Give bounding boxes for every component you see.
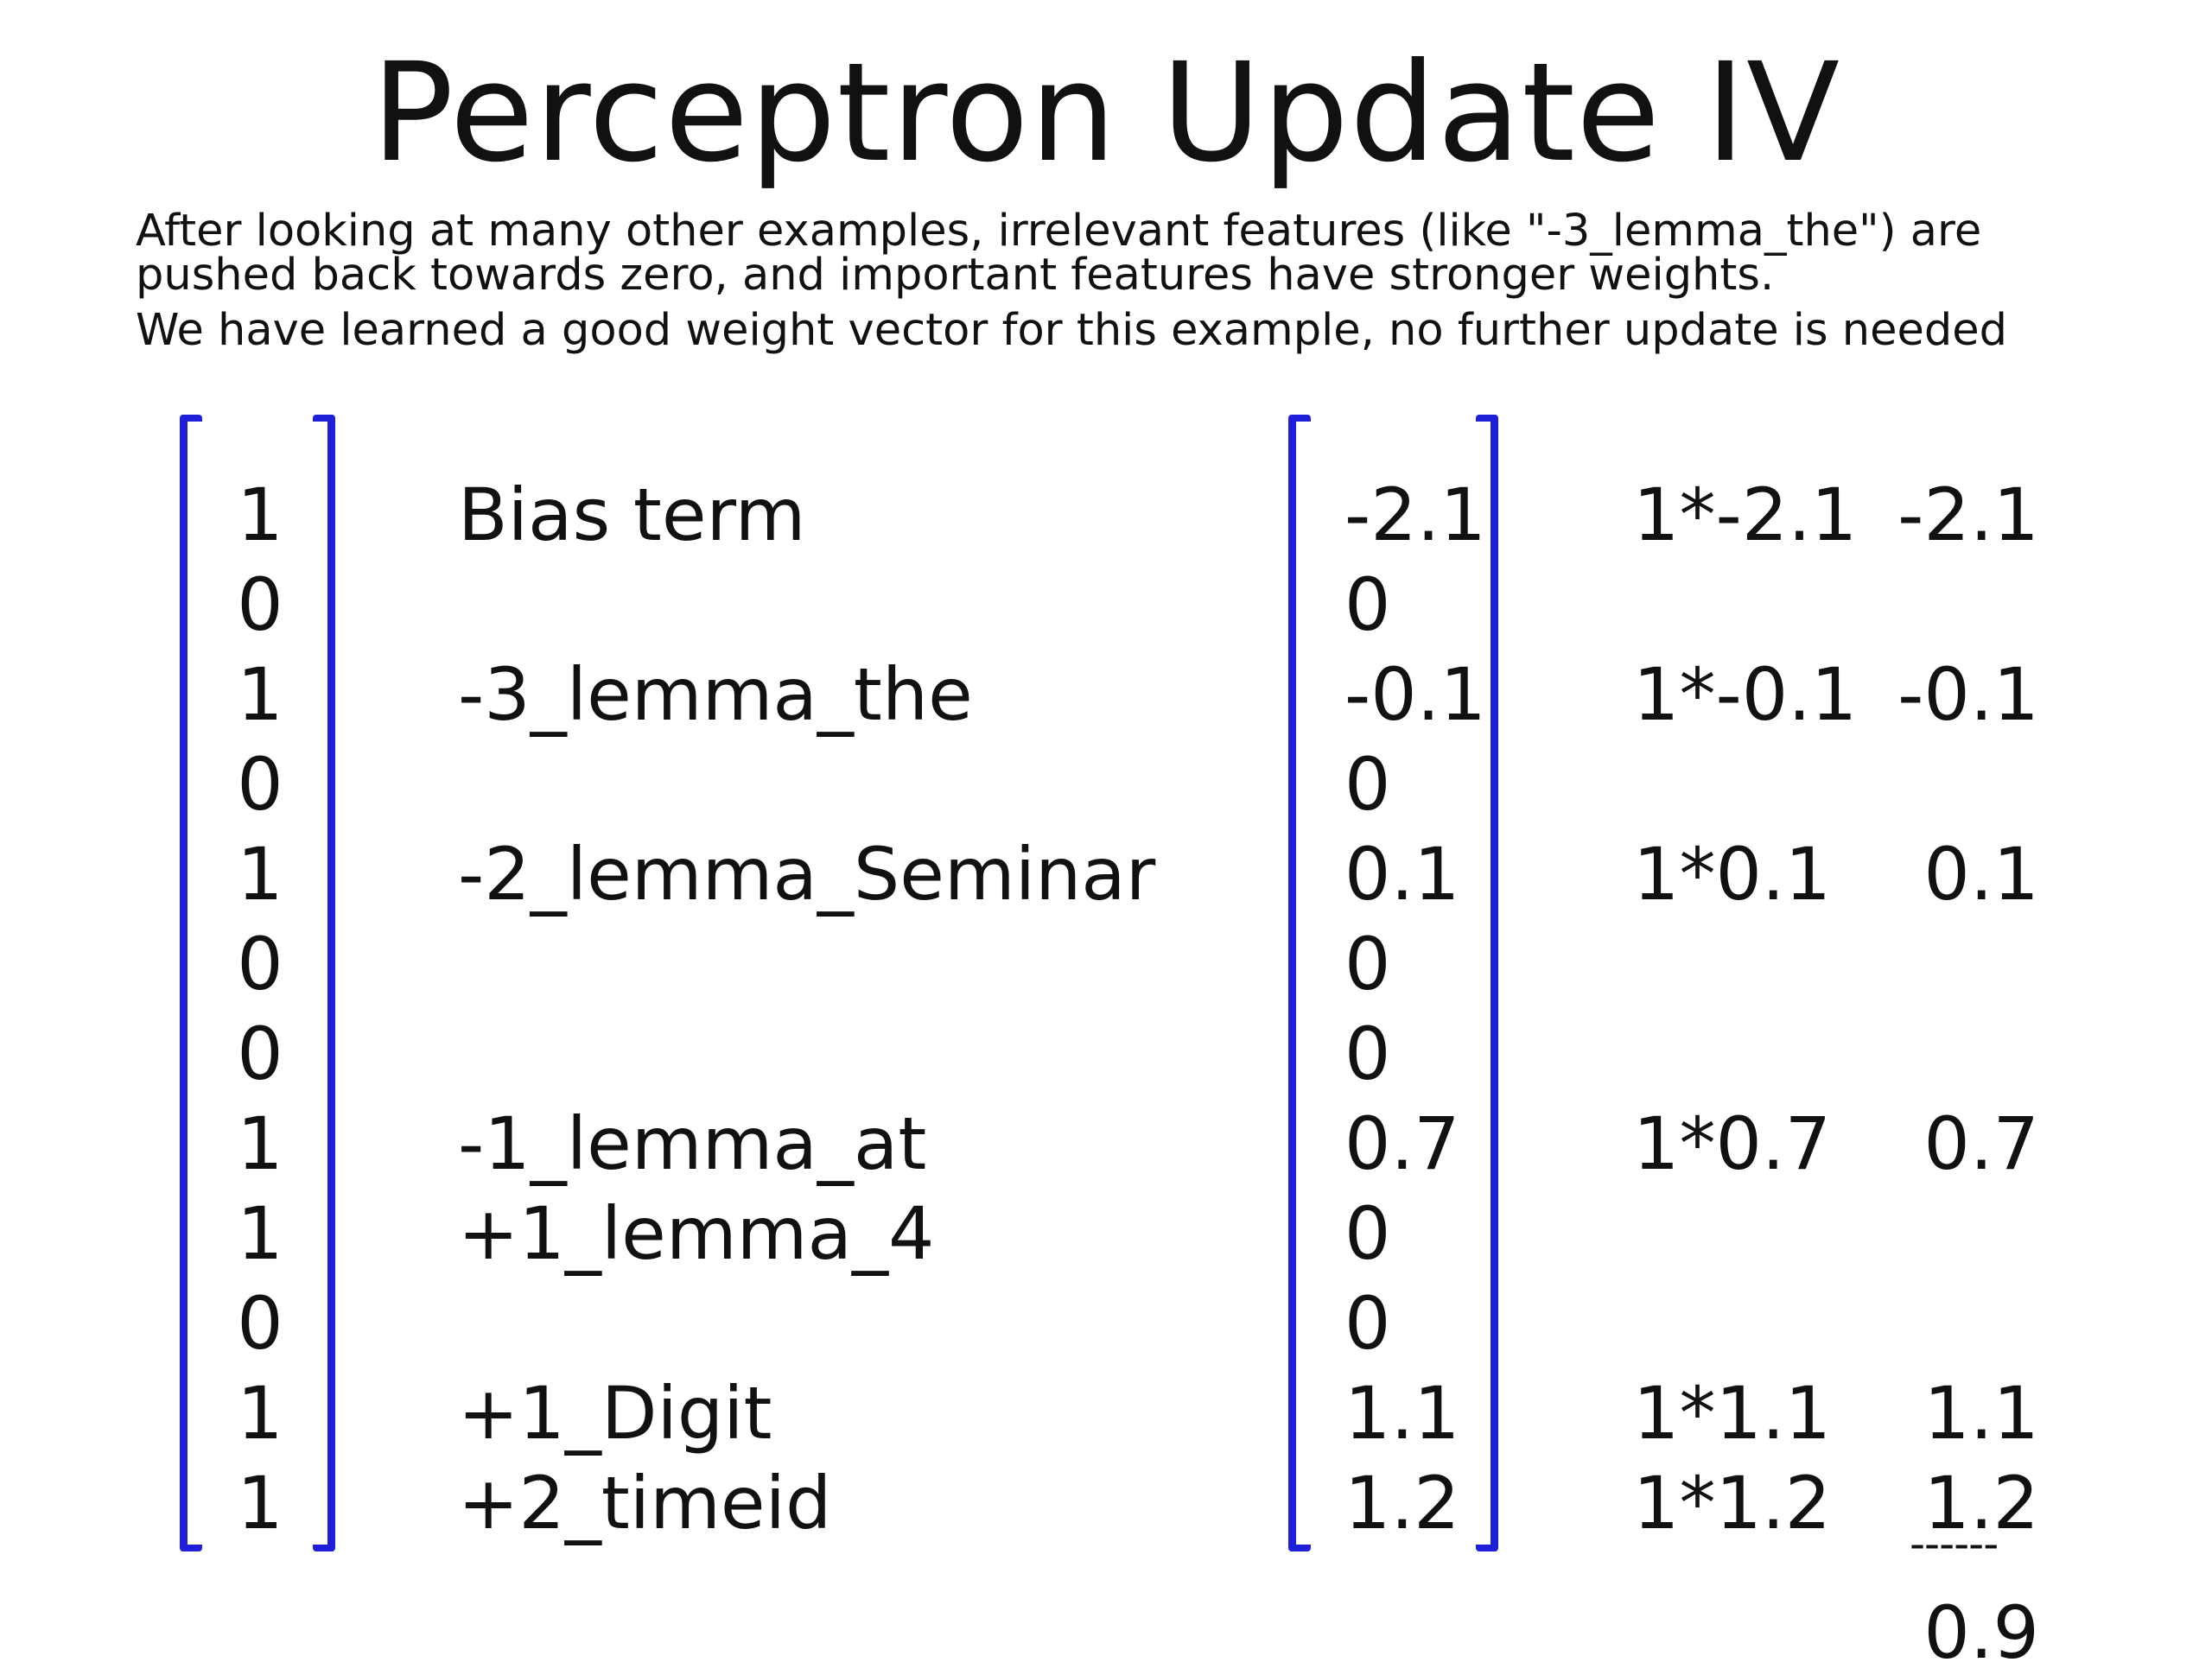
feature-value: 1 <box>237 652 283 737</box>
feature-value: 1 <box>237 1461 283 1545</box>
sum-total: 0.9 <box>1923 1590 2039 1675</box>
feature-label: -2_lemma_Seminar <box>458 832 1156 917</box>
feature-label: -3_lemma_the <box>458 652 973 737</box>
feature-vector-right-bracket <box>313 415 335 1551</box>
feature-label: -1_lemma_at <box>458 1101 927 1186</box>
feature-value: 1 <box>237 473 283 557</box>
feature-label: +1_lemma_4 <box>458 1191 935 1276</box>
contribution-value: 0.7 <box>1923 1101 2039 1186</box>
feature-value: 0 <box>237 562 283 647</box>
weight-value: 1.1 <box>1344 1371 1460 1456</box>
contribution-value: -0.1 <box>1897 652 2039 737</box>
weight-value: -0.1 <box>1344 652 1486 737</box>
description-line-3: We have learned a good weight vector for… <box>136 305 2007 356</box>
weight-value: 0 <box>1344 562 1391 647</box>
slide-title: Perceptron Update IV <box>371 34 1841 193</box>
feature-value: 0 <box>237 1012 283 1096</box>
feature-label: Bias term <box>458 473 806 557</box>
weight-value: 0 <box>1344 1191 1391 1276</box>
feature-label: +2_timeid <box>458 1461 832 1545</box>
weight-value: 0 <box>1344 1012 1391 1096</box>
contribution-value: 1.2 <box>1923 1461 2039 1545</box>
weight-vector-right-bracket <box>1476 415 1498 1551</box>
weight-value: 0.7 <box>1344 1101 1460 1186</box>
feature-value: 0 <box>237 1281 283 1366</box>
sum-rule: ------ <box>1910 1519 1999 1569</box>
product-term: 1*-0.1 <box>1633 652 1858 737</box>
weight-value: -2.1 <box>1344 473 1486 557</box>
product-term: 1*1.1 <box>1633 1371 1832 1456</box>
product-term: 1*0.1 <box>1633 832 1832 917</box>
product-term: 1*0.7 <box>1633 1101 1832 1186</box>
contribution-value: -2.1 <box>1897 473 2039 557</box>
feature-value: 1 <box>237 1371 283 1456</box>
product-term: 1*-2.1 <box>1633 473 1858 557</box>
feature-vector-left-bracket <box>180 415 202 1551</box>
feature-value: 1 <box>237 1101 283 1186</box>
product-term: 1*1.2 <box>1633 1461 1832 1545</box>
weight-value: 1.2 <box>1344 1461 1460 1545</box>
description-line-1: After looking at many other examples, ir… <box>136 206 1982 257</box>
weight-value: 0 <box>1344 922 1391 1006</box>
weight-value: 0 <box>1344 1281 1391 1366</box>
feature-label: +1_Digit <box>458 1371 772 1456</box>
feature-value: 1 <box>237 832 283 917</box>
contribution-value: 1.1 <box>1923 1371 2039 1456</box>
weight-value: 0.1 <box>1344 832 1460 917</box>
weight-vector-left-bracket <box>1288 415 1311 1551</box>
description-line-2: pushed back towards zero, and important … <box>136 250 1775 301</box>
feature-value: 0 <box>237 742 283 827</box>
feature-value: 1 <box>237 1191 283 1276</box>
weight-value: 0 <box>1344 742 1391 827</box>
contribution-value: 0.1 <box>1923 832 2039 917</box>
feature-value: 0 <box>237 922 283 1006</box>
